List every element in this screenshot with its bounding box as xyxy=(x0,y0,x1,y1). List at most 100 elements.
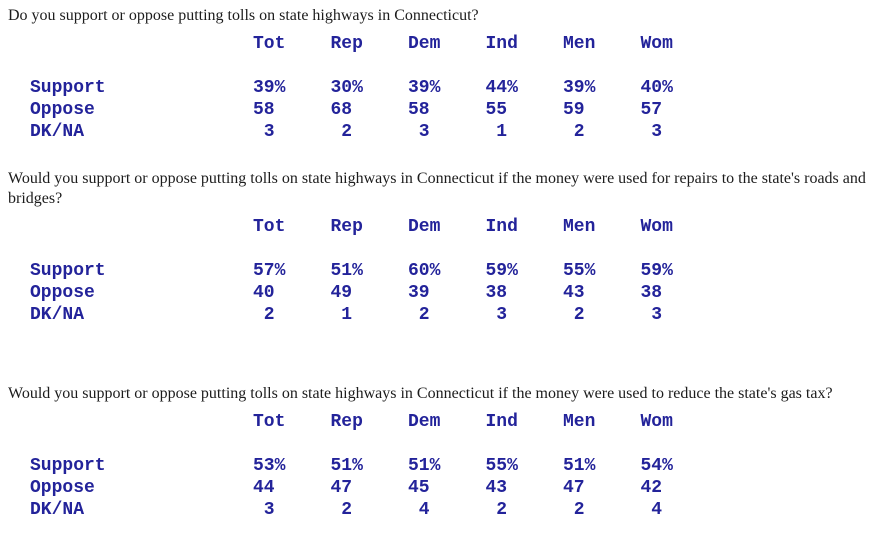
data-cell: 3 xyxy=(263,122,275,142)
data-cell: 43 xyxy=(485,478,508,498)
table-row-dkna: DK/NA 2 1 2 3 2 3 xyxy=(8,304,876,326)
data-cell: 49 xyxy=(330,283,353,303)
data-cell: 55% xyxy=(485,456,518,476)
column-header-tot: Tot xyxy=(253,34,286,54)
data-cell: 44% xyxy=(485,78,518,98)
poll-table: Tot Rep Dem Ind Men Wom Support 53% 51% … xyxy=(8,411,876,521)
data-cell: 68 xyxy=(330,100,353,120)
poll-question-block-1: Do you support or oppose putting tolls o… xyxy=(8,6,876,143)
column-header-wom: Wom xyxy=(640,412,673,432)
data-cell: 58 xyxy=(408,100,430,120)
table-row-dkna: DK/NA 3 2 3 1 2 3 xyxy=(8,121,876,143)
data-cell: 2 xyxy=(573,122,585,142)
row-label: Oppose xyxy=(30,100,95,120)
question-text: Do you support or oppose putting tolls o… xyxy=(8,7,479,24)
data-cell: 59% xyxy=(640,261,673,281)
row-label: Oppose xyxy=(30,283,95,303)
data-cell: 2 xyxy=(418,305,430,325)
data-cell: 45 xyxy=(408,478,430,498)
row-label: DK/NA xyxy=(30,305,85,325)
data-cell: 30% xyxy=(330,78,363,98)
column-header-ind: Ind xyxy=(485,217,518,237)
data-cell: 51% xyxy=(408,456,441,476)
data-cell: 2 xyxy=(341,122,353,142)
row-label: Oppose xyxy=(30,478,95,498)
header-spacer xyxy=(8,216,253,238)
row-label: Support xyxy=(30,261,106,281)
data-cell: 3 xyxy=(496,305,508,325)
table-row-dkna: DK/NA 3 2 4 2 2 4 xyxy=(8,499,876,521)
data-cell: 4 xyxy=(418,500,430,520)
data-cell: 2 xyxy=(341,500,353,520)
table-row-oppose: Oppose 58 68 58 55 59 57 xyxy=(8,99,876,121)
data-cell: 53% xyxy=(253,456,286,476)
data-cell: 3 xyxy=(263,500,275,520)
data-cell: 58 xyxy=(253,100,275,120)
data-cell: 40% xyxy=(640,78,673,98)
data-cell: 59 xyxy=(563,100,585,120)
poll-question-block-3: Would you support or oppose putting toll… xyxy=(8,384,876,521)
row-label: DK/NA xyxy=(30,122,85,142)
data-cell: 39 xyxy=(408,283,430,303)
data-cell: 1 xyxy=(341,305,353,325)
row-label: DK/NA xyxy=(30,500,85,520)
data-cell: 39% xyxy=(408,78,441,98)
column-header-men: Men xyxy=(563,217,596,237)
data-cell: 38 xyxy=(640,283,663,303)
data-cell: 39% xyxy=(253,78,286,98)
data-cell: 44 xyxy=(253,478,275,498)
table-row-support: Support 53% 51% 51% 55% 51% 54% xyxy=(8,455,876,477)
data-cell: 2 xyxy=(496,500,508,520)
column-header-rep: Rep xyxy=(330,217,363,237)
spacer-row xyxy=(8,238,876,260)
table-header-row: Tot Rep Dem Ind Men Wom xyxy=(8,216,876,238)
column-header-men: Men xyxy=(563,34,596,54)
column-header-dem: Dem xyxy=(408,412,441,432)
table-header-row: Tot Rep Dem Ind Men Wom xyxy=(8,33,876,55)
column-header-men: Men xyxy=(563,412,596,432)
poll-table: Tot Rep Dem Ind Men Wom Support 57% 51% … xyxy=(8,216,876,326)
data-cell: 59% xyxy=(485,261,518,281)
data-cell: 2 xyxy=(573,305,585,325)
header-spacer xyxy=(8,411,253,433)
question-text: Would you support or oppose putting toll… xyxy=(8,170,866,207)
data-cell: 2 xyxy=(573,500,585,520)
data-cell: 4 xyxy=(651,500,663,520)
spacer-row xyxy=(8,433,876,455)
data-cell: 57 xyxy=(640,100,663,120)
row-label: Support xyxy=(30,78,106,98)
data-cell: 39% xyxy=(563,78,596,98)
column-header-dem: Dem xyxy=(408,217,441,237)
column-header-dem: Dem xyxy=(408,34,441,54)
data-cell: 47 xyxy=(563,478,585,498)
data-cell: 51% xyxy=(330,261,363,281)
data-cell: 2 xyxy=(263,305,275,325)
data-cell: 38 xyxy=(485,283,508,303)
data-cell: 40 xyxy=(253,283,275,303)
question-text: Would you support or oppose putting toll… xyxy=(8,385,833,402)
data-cell: 57% xyxy=(253,261,286,281)
table-header-row: Tot Rep Dem Ind Men Wom xyxy=(8,411,876,433)
column-header-rep: Rep xyxy=(330,412,363,432)
data-cell: 51% xyxy=(563,456,596,476)
data-cell: 3 xyxy=(651,305,663,325)
data-cell: 3 xyxy=(651,122,663,142)
column-header-wom: Wom xyxy=(640,34,673,54)
spacer-row xyxy=(8,55,876,77)
data-cell: 47 xyxy=(330,478,353,498)
header-spacer xyxy=(8,33,253,55)
data-cell: 1 xyxy=(496,122,508,142)
table-row-oppose: Oppose 40 49 39 38 43 38 xyxy=(8,282,876,304)
table-row-support: Support 57% 51% 60% 59% 55% 59% xyxy=(8,260,876,282)
column-header-tot: Tot xyxy=(253,412,286,432)
column-header-rep: Rep xyxy=(330,34,363,54)
data-cell: 3 xyxy=(418,122,430,142)
row-label: Support xyxy=(30,456,106,476)
column-header-ind: Ind xyxy=(485,412,518,432)
poll-table: Tot Rep Dem Ind Men Wom Support 39% 30% … xyxy=(8,33,876,143)
column-header-ind: Ind xyxy=(485,34,518,54)
data-cell: 43 xyxy=(563,283,585,303)
column-header-tot: Tot xyxy=(253,217,286,237)
data-cell: 42 xyxy=(640,478,663,498)
